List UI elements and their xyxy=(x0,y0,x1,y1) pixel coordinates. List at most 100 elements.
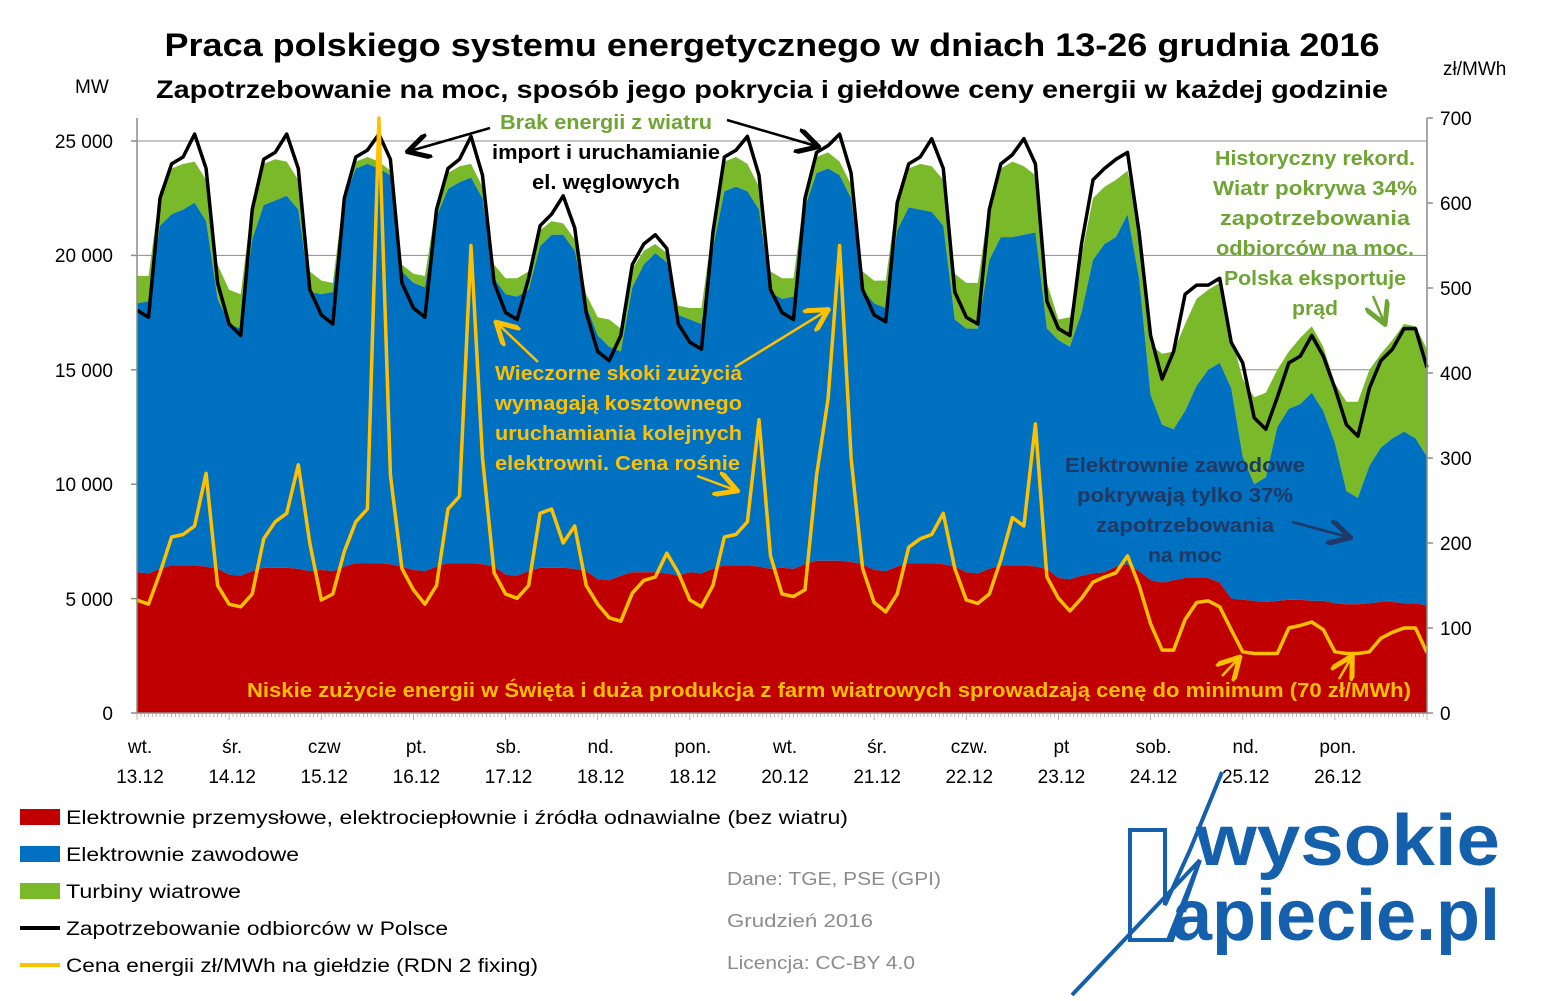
x-tick-weekday: śr. xyxy=(867,737,887,758)
y-right-tick: 700 xyxy=(1440,109,1472,130)
x-tick-weekday: pon. xyxy=(674,737,711,758)
annotation-text: wymagają kosztownego xyxy=(494,393,742,415)
annotation-text: Wieczorne skoki zużycia xyxy=(495,363,743,385)
legend-label: Zapotrzebowanie odbiorców w Polsce xyxy=(66,919,448,940)
annotation-wind-gap: Brak energii z wiatru import i uruchamia… xyxy=(410,112,816,194)
legend-item-zapotrzebowanie: Zapotrzebowanie odbiorców w Polsce xyxy=(20,919,448,940)
annotation-text: el. węglowych xyxy=(532,172,680,194)
annotation-arrow xyxy=(1222,659,1238,676)
y-right-tick: 400 xyxy=(1440,364,1472,385)
y-right-ticks: 700 600 500 400 300 200 100 0 xyxy=(1440,109,1472,725)
x-tick-weekday: sob. xyxy=(1136,737,1172,758)
wysokienapiecie-logo: wysokie apiecie.pl xyxy=(1070,771,1500,997)
annotation-text: Historyczny rekord. xyxy=(1215,148,1415,170)
annotation-record: Historyczny rekord. Wiatr pokrywa 34% za… xyxy=(1213,148,1417,322)
y-right-unit: zł/MWh xyxy=(1443,59,1506,80)
x-tick-weekday: nd. xyxy=(1233,737,1259,758)
y-left-tick: 10 000 xyxy=(55,475,113,496)
legend-label: Turbiny wiatrowe xyxy=(66,882,241,903)
annotation-text: odbiorców na moc. xyxy=(1216,238,1414,260)
source-license: Licencja: CC-BY 4.0 xyxy=(727,953,915,973)
legend-item-cena: Cena energii zł/MWh na giełdzie (RDN 2 f… xyxy=(20,956,538,977)
annotation-text: import i uruchamianie xyxy=(492,142,720,164)
y-left-tick: 25 000 xyxy=(55,132,113,153)
annotation-text: zapotrzebowania xyxy=(1220,208,1411,230)
chart-title: Praca polskiego systemu energetycznego w… xyxy=(165,27,1380,63)
annotation-text: pokrywają tylko 37% xyxy=(1077,485,1293,507)
annotation-text: Niskie zużycie energii w Święta i duża p… xyxy=(247,678,1411,702)
x-tick-weekday: pt. xyxy=(406,737,427,758)
area-elektrownie-przemyslowe xyxy=(137,560,1427,713)
x-tick-weekday: pt xyxy=(1053,737,1070,758)
y-right-tick: 0 xyxy=(1440,704,1451,725)
axes xyxy=(131,117,1433,720)
annotation-text: elektrowni. Cena rośnie xyxy=(495,453,740,475)
x-tick-date: 13.12 xyxy=(116,767,164,788)
x-tick-labels: wt. 13.12 śr. 14.12 czw 15.12 pt. 16.12 sb. 17.12… xyxy=(116,737,1361,788)
x-tick-weekday: czw xyxy=(308,737,341,758)
annotation-text: Polska eksportuje xyxy=(1224,268,1406,290)
x-tick-weekday: pon. xyxy=(1319,737,1356,758)
logo-text-line1: wysokie xyxy=(1195,801,1500,881)
x-tick-date: 21.12 xyxy=(853,767,901,788)
x-tick-date: 24.12 xyxy=(1130,767,1178,788)
x-tick-date: 14.12 xyxy=(208,767,256,788)
y-left-ticks: 25 000 20 000 15 000 10 000 5 000 0 xyxy=(55,132,113,725)
chart-subtitle: Zapotrzebowanie na moc, sposób jego pokr… xyxy=(156,76,1388,104)
source-data: Dane: TGE, PSE (GPI) xyxy=(727,869,941,889)
y-left-unit: MW xyxy=(75,77,109,98)
x-tick-date: 20.12 xyxy=(761,767,809,788)
logo-text-line2: apiecie.pl xyxy=(1172,876,1500,956)
legend-swatch-green xyxy=(20,883,60,899)
x-tick-date: 15.12 xyxy=(301,767,349,788)
annotation-evening: Wieczorne skoki zużycia wymagają kosztow… xyxy=(494,311,826,490)
legend: Elektrownie przemysłowe, elektrociepłown… xyxy=(20,808,848,977)
source-date: Grudzień 2016 xyxy=(727,911,873,931)
annotation-arrow xyxy=(410,126,491,151)
annotation-arrow xyxy=(498,324,539,363)
annotation-text: zapotrzebowania xyxy=(1096,515,1275,537)
annotation-text: Wiatr pokrywa 34% xyxy=(1213,178,1417,200)
line-cena-energii xyxy=(136,116,1429,656)
annotation-text: na moc xyxy=(1148,545,1222,567)
annotation-holidays: Niskie zużycie energii w Święta i duża p… xyxy=(247,658,1411,702)
logo-lightning-n-icon xyxy=(1070,771,1224,997)
y-right-tick: 300 xyxy=(1440,449,1472,470)
annotation-arrow xyxy=(734,311,826,369)
y-left-tick: 5 000 xyxy=(65,590,113,611)
annotation-arrow xyxy=(1339,658,1351,679)
x-tick-date: 23.12 xyxy=(1038,767,1086,788)
annotation-arrow xyxy=(726,118,816,146)
legend-label: Cena energii zł/MWh na giełdzie (RDN 2 f… xyxy=(66,956,538,977)
annotation-text: Elektrownie zawodowe xyxy=(1065,455,1305,477)
y-left-tick: 0 xyxy=(102,704,113,725)
annotation-text: uruchamiania kolejnych xyxy=(495,423,742,445)
x-tick-date: 18.12 xyxy=(669,767,717,788)
y-right-tick: 600 xyxy=(1440,194,1472,215)
annotation-text: Brak energii z wiatru xyxy=(500,112,712,134)
legend-label: Elektrownie przemysłowe, elektrociepłown… xyxy=(66,808,848,829)
annotation-arrow xyxy=(1291,522,1348,537)
legend-item-zawodowe: Elektrownie zawodowe xyxy=(20,845,299,866)
x-tick-weekday: wt. xyxy=(772,737,797,758)
stacked-areas xyxy=(137,152,1427,713)
series-lines xyxy=(136,116,1429,656)
line-zapotrzebowanie xyxy=(136,132,1429,438)
legend-item-przemyslowe: Elektrownie przemysłowe, elektrociepłown… xyxy=(20,808,848,829)
y-left-tick: 15 000 xyxy=(55,361,113,382)
annotation-text: prąd xyxy=(1292,298,1338,320)
x-tick-weekday: śr. xyxy=(222,737,242,758)
x-tick-date: 16.12 xyxy=(393,767,441,788)
legend-swatch-blue xyxy=(20,846,60,862)
annotation-professional: Elektrownie zawodowe pokrywają tylko 37%… xyxy=(1065,455,1348,567)
x-tick-date: 17.12 xyxy=(485,767,533,788)
legend-item-wiatr: Turbiny wiatrowe xyxy=(20,882,241,903)
area-turbiny-wiatrowe xyxy=(137,152,1427,498)
y-right-tick: 200 xyxy=(1440,534,1472,555)
y-right-tick: 500 xyxy=(1440,279,1472,300)
x-tick-weekday: wt. xyxy=(127,737,152,758)
y-right-tick: 100 xyxy=(1440,619,1472,640)
legend-label: Elektrownie zawodowe xyxy=(66,845,299,866)
annotation-arrow xyxy=(696,476,735,490)
